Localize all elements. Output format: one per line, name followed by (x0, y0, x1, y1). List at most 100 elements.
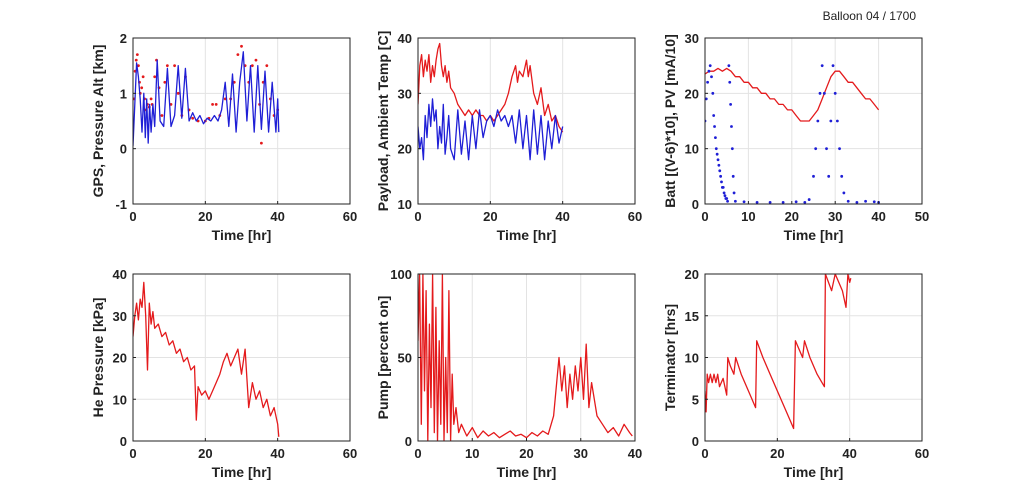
data-point (713, 125, 716, 128)
data-point (814, 147, 818, 151)
x-tick-label: 20 (519, 446, 533, 461)
x-tick-label: 50 (915, 209, 929, 224)
y-tick-label: -1 (115, 197, 127, 212)
y-tick-label: 50 (398, 351, 412, 366)
subplot-5: 0 10 20 30 40 0 50 100 Time [hr] Pump [percent on… (375, 267, 642, 480)
y-tick-label: 15 (685, 309, 699, 324)
data-point (807, 198, 811, 201)
y-tick-label: 20 (113, 351, 127, 366)
x-tick-label: 60 (628, 209, 642, 224)
data-point (254, 58, 258, 62)
series-line-red (418, 42, 564, 133)
data-point (855, 200, 859, 204)
data-point (707, 69, 711, 73)
x-tick-label: 20 (198, 209, 212, 224)
x-tick-label: 40 (270, 209, 284, 224)
x-tick-label: 60 (343, 209, 357, 224)
x-tick-label: 30 (828, 209, 842, 224)
x-axis-label: Time [hr] (212, 227, 272, 243)
x-tick-label: 0 (701, 446, 708, 461)
x-tick-label: 20 (770, 446, 784, 461)
x-axis-label: Time [hr] (784, 464, 844, 480)
data-layer (133, 44, 280, 146)
data-point (714, 136, 717, 140)
x-axis-label: Time [hr] (212, 464, 272, 480)
data-point (214, 103, 218, 106)
y-tick-label: 40 (113, 267, 127, 282)
data-point (872, 200, 876, 204)
y-tick-label: 20 (685, 267, 699, 282)
data-point (816, 119, 820, 123)
data-point (719, 174, 723, 178)
data-point (712, 114, 716, 117)
data-point (165, 64, 169, 68)
data-point (721, 186, 725, 189)
x-tick-label: 60 (915, 446, 929, 461)
data-point (820, 64, 824, 68)
y-axis-label: Payload, Ambient Temp [C] (375, 31, 391, 211)
data-point (236, 53, 240, 56)
data-point (722, 191, 726, 195)
series-line-blue (133, 51, 280, 146)
x-tick-label: 0 (414, 446, 421, 461)
y-tick-label: 0 (692, 197, 699, 212)
x-tick-label: 20 (198, 446, 212, 461)
data-point (838, 147, 841, 151)
data-point (720, 180, 723, 184)
x-tick-label: 10 (741, 209, 755, 224)
data-point (818, 91, 822, 95)
y-axis-label: Pump [percent on] (375, 296, 391, 420)
x-tick-label: 40 (555, 209, 569, 224)
y-axis-label: He Pressure [kPa] (90, 298, 106, 418)
x-tick-label: 40 (871, 209, 885, 224)
y-tick-label: 20 (398, 142, 412, 157)
data-point (812, 174, 815, 178)
data-point (825, 147, 828, 151)
y-axis-label: Batt [(V-6)*10], PV [mA/10] (662, 34, 678, 207)
y-tick-label: 30 (398, 86, 412, 101)
x-axis-label: Time [hr] (497, 227, 557, 243)
data-point (717, 163, 721, 167)
data-point (803, 200, 807, 204)
x-tick-label: 40 (270, 446, 284, 461)
axes-box (417, 37, 636, 205)
data-point (259, 141, 263, 145)
x-tick-label: 40 (842, 446, 856, 461)
data-point (715, 152, 719, 156)
data-point (163, 80, 167, 84)
subplot-4: 0 20 40 60 0 10 20 30 40 Time [hr] He Pressure [kP… (90, 267, 357, 480)
y-tick-label: 0 (405, 434, 412, 449)
data-point (822, 91, 826, 95)
data-point (835, 119, 839, 123)
y-tick-label: 0 (692, 434, 699, 449)
data-point (137, 64, 140, 68)
data-point (831, 64, 835, 68)
subplot-3: 0 10 20 30 40 50 0 10 20 30 Time [hr] Batt [(V-6)*1… (662, 31, 929, 243)
data-point (768, 200, 772, 204)
data-layer (418, 42, 564, 161)
x-tick-label: 0 (414, 209, 421, 224)
data-point (755, 200, 759, 204)
data-point (794, 200, 798, 204)
data-point (134, 58, 138, 62)
data-point (726, 199, 729, 203)
data-point (840, 174, 844, 178)
y-tick-label: 30 (685, 31, 699, 46)
x-tick-label: 20 (785, 209, 799, 224)
data-point (191, 116, 195, 120)
data-point (160, 114, 164, 117)
data-point (211, 103, 214, 106)
data-point (781, 200, 785, 204)
series-line-red (705, 274, 852, 430)
data-point (240, 44, 243, 48)
subplot-2: 0 20 40 60 10 20 30 40 Time [hr] Payload, Ambient… (375, 31, 642, 243)
x-axis-label: Time [hr] (497, 464, 557, 480)
data-point (733, 199, 737, 203)
data-point (842, 191, 846, 195)
data-point (265, 64, 269, 68)
data-point (729, 103, 733, 106)
data-layer (705, 64, 880, 204)
